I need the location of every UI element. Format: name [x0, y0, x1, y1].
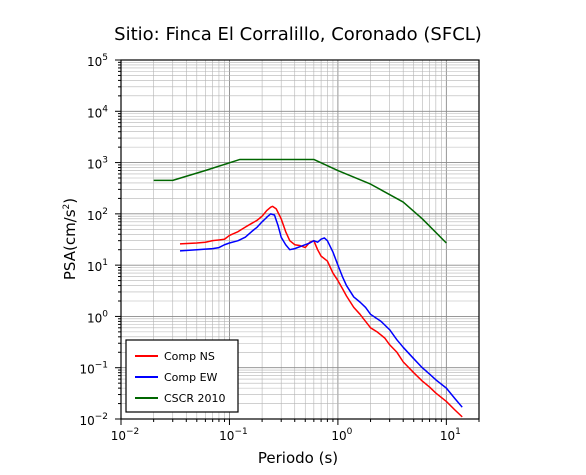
legend-label: Comp EW	[164, 371, 218, 384]
y-tick-labels: 10−2 10−1 100 101 102 103 104 105	[79, 53, 108, 428]
y-axis-label-base: PSA(cm/s	[61, 209, 79, 280]
y-tick-label: 10−2	[79, 412, 108, 428]
legend-label: CSCR 2010	[164, 392, 225, 405]
y-tick-label: 102	[87, 207, 108, 223]
legend: Comp NS Comp EW CSCR 2010	[125, 339, 239, 413]
x-tick-label: 100	[331, 427, 352, 443]
y-axis-label-sup: 2	[62, 204, 72, 210]
x-tick-label: 10−1	[219, 427, 248, 443]
x-tick-labels: 10−2 10−1 100 101	[111, 427, 461, 443]
y-tick-label: 105	[87, 53, 108, 69]
y-tick-label: 100	[87, 309, 108, 325]
series-line-cscr-2010	[153, 158, 447, 244]
tick-marks	[115, 59, 480, 425]
legend-entries: Comp NS Comp EW CSCR 2010	[135, 350, 225, 405]
series-lines	[153, 158, 463, 418]
y-tick-label: 104	[87, 104, 108, 120]
legend-label: Comp NS	[164, 350, 215, 363]
series-line-comp-ew	[179, 213, 463, 408]
y-axis-label-tail: )	[61, 198, 79, 204]
y-tick-label: 103	[87, 156, 108, 172]
y-tick-label: 101	[87, 258, 108, 274]
x-axis-label: Periodo (s)	[258, 449, 338, 467]
x-tick-label: 101	[440, 427, 461, 443]
x-tick-label: 10−2	[111, 427, 140, 443]
plot-frame	[120, 59, 480, 420]
y-tick-label: 10−1	[79, 361, 108, 377]
y-axis-label: PSA(cm/s2)	[61, 198, 79, 280]
chart-title: Sitio: Finca El Corralillo, Coronado (SF…	[114, 24, 482, 45]
